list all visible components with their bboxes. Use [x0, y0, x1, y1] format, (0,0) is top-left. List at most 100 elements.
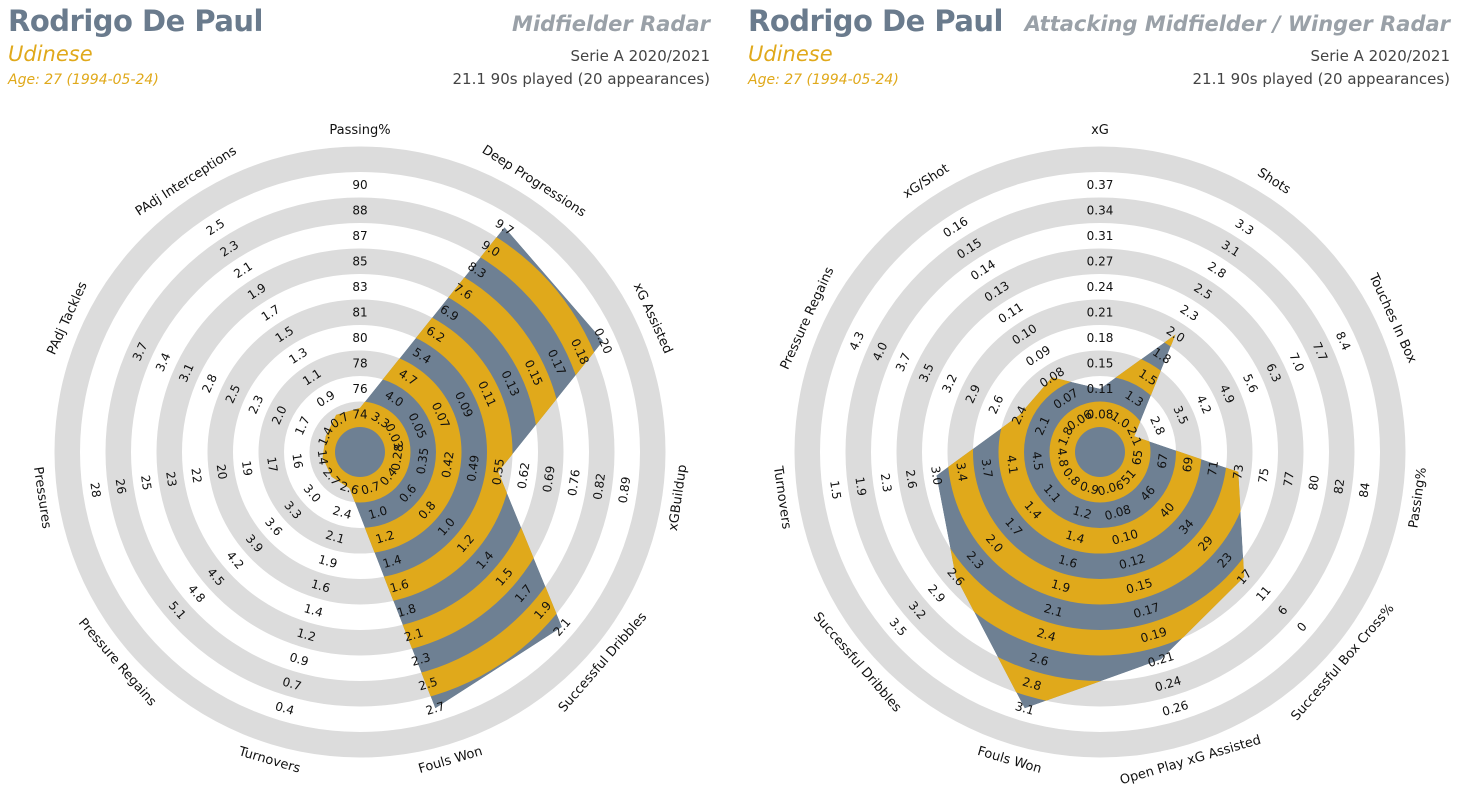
tick-label: 0.82: [590, 472, 608, 500]
tick-label: 0.18: [1087, 331, 1114, 345]
tick-label: 3.1: [1014, 699, 1036, 718]
tick-label: 3.7: [893, 351, 914, 374]
midfielder-radar-panel: Rodrigo De Paul Udinese Age: 27 (1994-05…: [0, 0, 720, 790]
tick-label: 1.8: [395, 601, 417, 620]
radar-title: Attacking Midfielder / Winger Radar: [1024, 12, 1450, 36]
tick-label: 80: [352, 331, 367, 345]
tick-label: 2.5: [417, 675, 439, 694]
season-label: Serie A 2020/2021: [570, 47, 710, 65]
player-polygon: [936, 334, 1245, 709]
tick-label: 83: [352, 280, 367, 294]
tick-label: 2.1: [403, 626, 425, 645]
axis-label: xGBuildup: [666, 464, 690, 532]
player-band: [1049, 401, 1151, 503]
tick-label: 11: [1253, 583, 1274, 604]
tick-label: 3.4: [953, 461, 970, 482]
tick-label: 1.0: [367, 503, 389, 522]
tick-label: 4.3: [847, 329, 868, 352]
tick-label: 0.4: [274, 699, 296, 718]
tick-label: 4.2: [1194, 393, 1215, 416]
axis-label: xG: [1091, 123, 1109, 138]
tick-label: 0.26: [1161, 698, 1191, 719]
tick-label: 2.6: [1028, 650, 1050, 669]
tick-label: 0.69: [540, 465, 558, 493]
tick-label: 2.7: [424, 699, 446, 718]
tick-label: 3.7: [979, 458, 996, 479]
tick-label: 3.0: [301, 482, 324, 506]
tick-label: 0.76: [565, 469, 583, 497]
tick-label: 65: [1129, 449, 1145, 466]
tick-label: 69: [1180, 456, 1196, 473]
tick-label: 1.4: [1064, 528, 1086, 547]
tick-label: 22: [188, 467, 204, 484]
tick-label: 90: [352, 178, 367, 192]
player-name: Rodrigo De Paul: [8, 4, 264, 38]
tick-label: 84: [1357, 481, 1373, 498]
tick-label: 0: [1294, 620, 1310, 635]
tick-label: 0.35: [414, 447, 432, 475]
tick-label: 3.0: [928, 465, 945, 486]
tick-label: 74: [352, 407, 367, 421]
season-label: Serie A 2020/2021: [1310, 47, 1450, 65]
tick-label: 3.2: [939, 372, 960, 395]
tick-label: 26: [113, 478, 129, 495]
tick-label: 1.7: [292, 414, 313, 437]
tick-label: 2.3: [878, 472, 895, 493]
tick-label: 9.7: [493, 216, 517, 238]
tick-label: 16: [289, 452, 305, 469]
tick-label: 17: [264, 456, 280, 473]
tick-label: 0.37: [1087, 178, 1114, 192]
tick-label: 76: [352, 382, 367, 396]
tick-label: 28: [87, 481, 103, 498]
tick-label: 14: [315, 449, 331, 466]
tick-label: 0.15: [1087, 356, 1114, 370]
tick-label: 0.24: [1087, 280, 1114, 294]
midfielder-radar-chart: 747678808183858788903.34.04.75.46.26.97.…: [30, 123, 690, 777]
tick-label: 77: [1281, 471, 1297, 488]
tick-label: 1.9: [1049, 577, 1071, 596]
tick-label: 0.11: [1087, 382, 1114, 396]
tick-label: 3.3: [1233, 216, 1257, 238]
tick-label: 2.8: [1147, 414, 1168, 437]
tick-label: 5.6: [1240, 372, 1261, 395]
player-polygon: [322, 227, 604, 709]
tick-label: 4.5: [1029, 451, 1046, 472]
tick-label: 1.6: [388, 577, 410, 596]
tick-label: 0.28: [389, 443, 407, 471]
axis-label: Passing%: [1406, 466, 1430, 529]
tick-label: 0.21: [1087, 305, 1114, 319]
minutes-played-label: 21.1 90s played (20 appearances): [1192, 70, 1450, 88]
tick-label: 0.7: [360, 479, 382, 498]
tick-label: 87: [352, 229, 367, 243]
tick-label: 23: [163, 471, 179, 488]
tick-label: 1.2: [295, 626, 317, 645]
tick-label: 2.8: [1021, 675, 1043, 694]
tick-label: 0.9: [1078, 479, 1100, 498]
tick-label: 2.6: [986, 393, 1007, 416]
tick-label: 2.8: [199, 372, 220, 395]
tick-label: 67: [1155, 452, 1171, 469]
tick-label: 3.6: [262, 515, 285, 539]
tick-label: 4.2: [224, 548, 247, 572]
tick-label: 0.27: [1087, 254, 1114, 268]
team-name: Udinese: [748, 42, 833, 66]
tick-label: 1.4: [302, 601, 324, 620]
player-name: Rodrigo De Paul: [748, 4, 1004, 38]
tick-label: 1.2: [1071, 503, 1093, 522]
tick-label: 2.3: [1178, 302, 1202, 324]
tick-label: 73: [1230, 463, 1246, 480]
axis-label: Passing%: [329, 123, 390, 138]
tick-label: 25: [138, 474, 154, 491]
radar-center: [336, 428, 384, 476]
minutes-played-label: 21.1 90s played (20 appearances): [452, 70, 710, 88]
tick-label: 2.4: [1035, 626, 1057, 645]
tick-label: 3.5: [886, 615, 909, 639]
tick-label: 1.2: [374, 528, 396, 547]
player-age: Age: 27 (1994-05-24): [8, 72, 159, 88]
tick-label: 0.7: [281, 675, 303, 694]
tick-label: 78: [352, 356, 367, 370]
tick-label: 8.4: [1333, 329, 1354, 352]
tick-label: 85: [352, 254, 367, 268]
tick-label: 4.8: [1054, 447, 1071, 468]
tick-label: 82: [1331, 478, 1347, 495]
